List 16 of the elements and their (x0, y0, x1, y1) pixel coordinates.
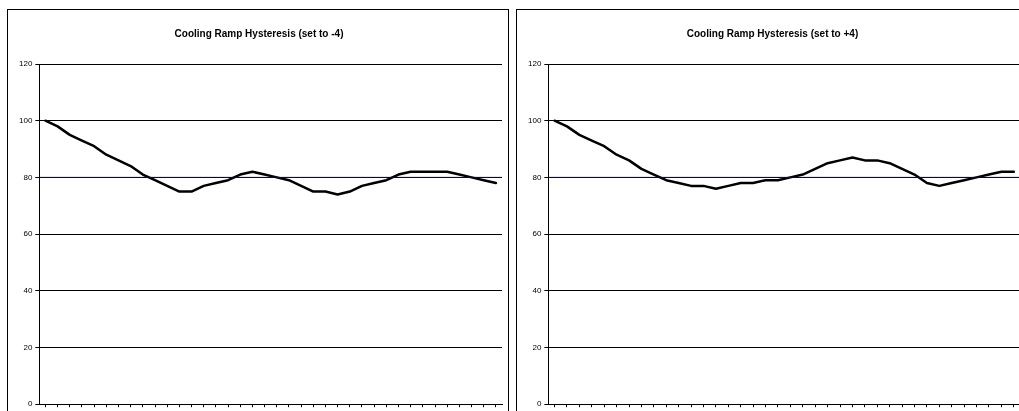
chart-title: Cooling Ramp Hysteresis (set to -4) (174, 27, 344, 39)
y-tick-label: 60 (532, 229, 542, 239)
y-tick-label: 0 (27, 399, 33, 409)
y-tick-label: 0 (536, 399, 542, 409)
y-tick-label: 80 (532, 172, 542, 182)
chart-title: Cooling Ramp Hysteresis (set to +4) (686, 27, 859, 39)
y-tick-label: 20 (23, 342, 33, 352)
y-tick-label: 40 (532, 286, 542, 295)
y-tick-label: 40 (23, 286, 33, 295)
y-tick-label: 60 (23, 229, 33, 239)
y-tick-label: 100 (527, 115, 542, 125)
y-tick-label: 80 (23, 172, 33, 182)
y-tick-label: 120 (527, 59, 542, 69)
y-tick-label: 20 (532, 342, 542, 352)
y-tick-label: 100 (18, 115, 33, 125)
y-tick-label: 120 (18, 59, 33, 69)
